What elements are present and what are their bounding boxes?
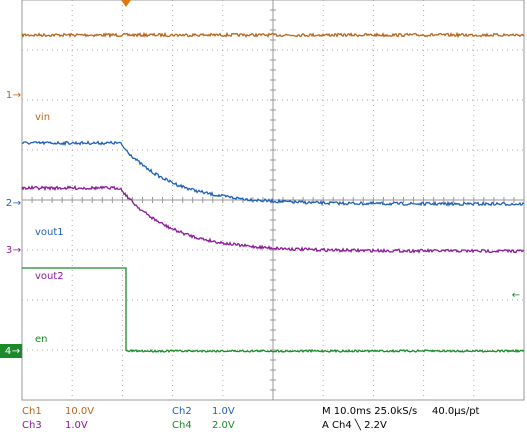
readout-text: Ch4 [172, 420, 192, 431]
channel-marker: 2 [6, 198, 12, 209]
waveform [22, 267, 127, 351]
readout: Ch1 10.0V Ch2 1.0V M 10.0ms 25.0kS/s 40.… [22, 406, 480, 431]
readout-text: 1.0V [65, 420, 88, 431]
waveforms [21, 31, 525, 354]
readout-text: 40.0µs/pt [432, 406, 480, 417]
trace-label: vin [35, 112, 50, 123]
channel-arrow: → [13, 245, 21, 256]
readout-text: Ch3 [22, 420, 42, 431]
channel-arrow: → [13, 198, 21, 209]
channel-marker-box [0, 344, 22, 358]
waveform [21, 184, 525, 254]
readout-text: 2.0V [212, 420, 235, 431]
channel-marker: 4 [5, 346, 11, 357]
waveform [21, 140, 525, 207]
trace-label: en [35, 334, 48, 345]
trigger-position [121, 0, 131, 7]
trace-label: vout2 [35, 271, 64, 282]
channel-marker: 1 [6, 90, 12, 101]
channel-marker: 3 [6, 245, 12, 256]
waveform [125, 348, 525, 354]
readout-text: 1.0V [212, 406, 235, 417]
trigger-level-arrow: ← [512, 290, 520, 301]
channel-markers: 1 →2 →3 →4 → [0, 90, 22, 358]
channel-arrow: → [13, 90, 21, 101]
readout-text: Ch1 [22, 406, 42, 417]
readout-text: 10.0V [65, 406, 94, 417]
trace-label: vout1 [35, 227, 64, 238]
graticule [21, 0, 524, 401]
waveform [21, 31, 525, 39]
readout-text: A Ch4 ╲ 2.2V [322, 418, 387, 431]
channel-arrow: → [12, 346, 20, 357]
readout-text: Ch2 [172, 406, 192, 417]
readout-text: M 10.0ms 25.0kS/s [322, 406, 417, 417]
